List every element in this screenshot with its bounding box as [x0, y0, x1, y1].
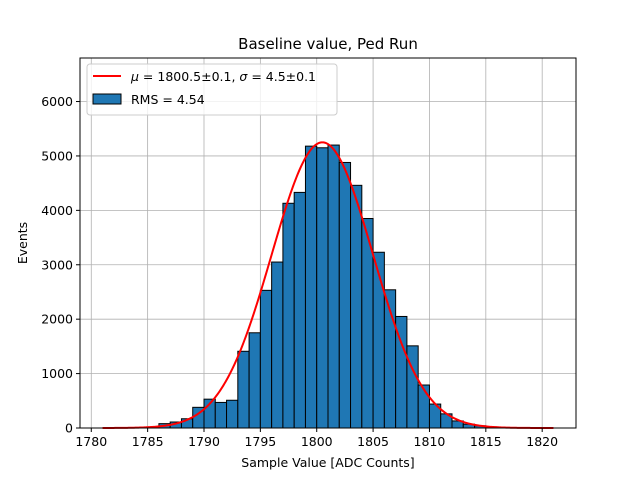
- legend-mu-symbol: μ: [130, 69, 139, 84]
- histogram-bar: [304, 145, 318, 429]
- x-axis-title: Sample Value [ADC Counts]: [241, 455, 414, 470]
- histogram-bar: [271, 261, 284, 429]
- gaussian-fit: [102, 141, 554, 429]
- histogram-bar: [237, 350, 250, 429]
- x-tick-label-5: 1805: [357, 434, 389, 449]
- histogram-bar: [372, 251, 385, 429]
- histogram-bar: [214, 401, 228, 429]
- x-axis-ticks: 1780 1785 1790 1795 1800 1805 1810 1815 1820: [75, 428, 558, 449]
- histogram-bar: [259, 289, 273, 429]
- legend-mu-text: = 1800.5±0.1,: [139, 69, 239, 84]
- y-axis-ticks: 0 1000 2000 3000 4000 5000 6000: [41, 94, 80, 436]
- y-tick-label-3: 3000: [41, 257, 73, 272]
- histogram-bar: [226, 399, 239, 429]
- x-tick-label-8: 1820: [526, 434, 558, 449]
- y-tick-label-4: 4000: [41, 203, 73, 218]
- histogram-bar: [282, 202, 295, 429]
- y-tick-label-2: 2000: [41, 312, 73, 327]
- histogram-bar: [350, 184, 363, 429]
- histogram-bar: [248, 332, 261, 429]
- chart-title: Baseline value, Ped Run: [238, 35, 418, 53]
- legend-hist-swatch: [92, 93, 122, 105]
- legend-fit-label: μ = 1800.5±0.1, σ = 4.5±0.1: [130, 69, 316, 84]
- y-tick-label-5: 5000: [41, 148, 73, 163]
- histogram-bar: [338, 161, 352, 429]
- x-tick-label-0: 1780: [75, 434, 107, 449]
- legend-hist-label: RMS = 4.54: [131, 92, 205, 107]
- fit-curve: [102, 141, 554, 429]
- y-tick-label-1: 1000: [41, 366, 73, 381]
- x-tick-label-2: 1790: [188, 434, 220, 449]
- histogram-bar: [316, 147, 329, 429]
- x-tick-label-3: 1795: [244, 434, 276, 449]
- legend: μ = 1800.5±0.1, σ = 4.5±0.1 RMS = 4.54: [86, 63, 338, 116]
- histogram-bar: [327, 144, 340, 429]
- histogram-bar: [293, 191, 306, 429]
- plot-frame: [79, 57, 577, 429]
- legend-sigma-symbol: σ: [239, 69, 248, 84]
- x-tick-label-4: 1800: [301, 434, 333, 449]
- y-tick-label-6: 6000: [41, 94, 73, 109]
- legend-sigma-text: = 4.5±0.1: [247, 69, 316, 84]
- histogram-bar: [417, 384, 430, 429]
- y-tick-label-0: 0: [65, 421, 73, 436]
- x-tick-label-1: 1785: [132, 434, 164, 449]
- x-tick-label-7: 1815: [470, 434, 502, 449]
- x-tick-label-6: 1810: [414, 434, 446, 449]
- y-axis-title: Events: [15, 222, 30, 264]
- legend-box: [86, 63, 338, 116]
